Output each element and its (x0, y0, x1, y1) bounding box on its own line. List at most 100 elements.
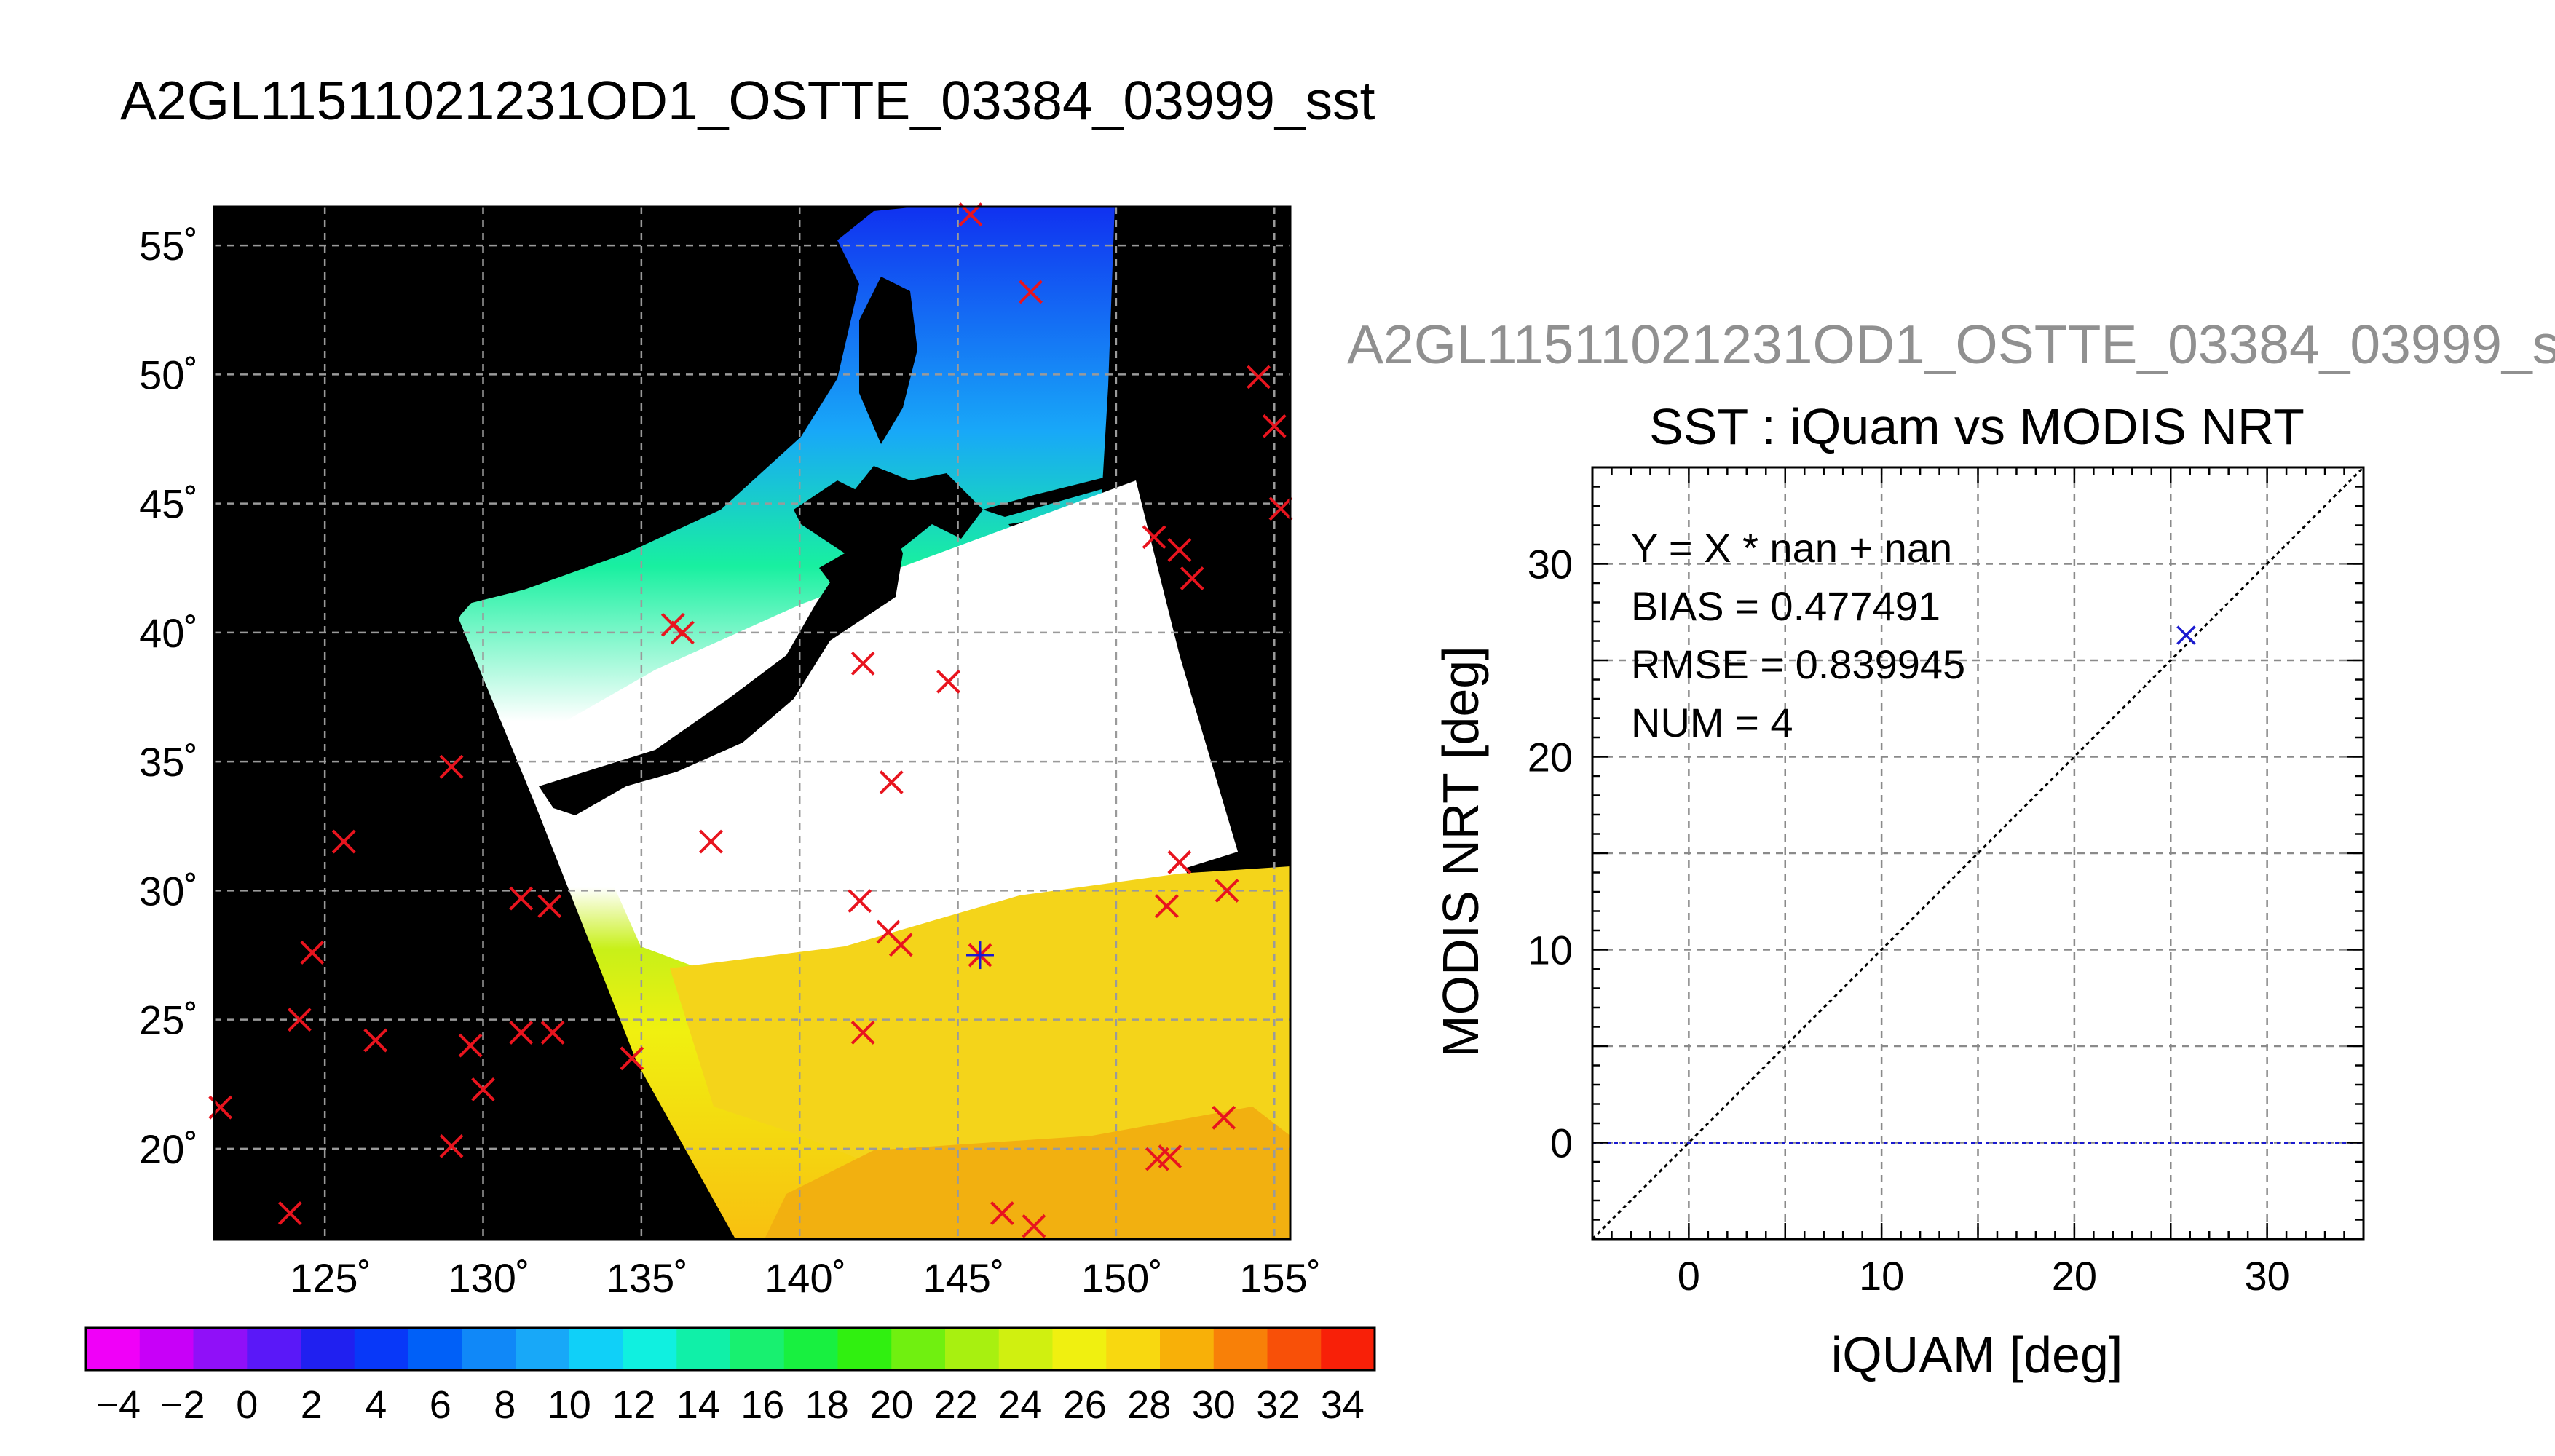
scatter-title: SST : iQuam vs MODIS NRT (1649, 398, 2305, 455)
map-marker-stroke (537, 894, 562, 919)
colorbar-cell (998, 1328, 1054, 1370)
colorbar-tick-label: 8 (494, 1383, 516, 1427)
map-marker-stroke (1262, 414, 1287, 438)
map-marker-stroke (509, 886, 534, 911)
map-marker (888, 933, 913, 957)
land-hokkaido (845, 466, 983, 553)
map-marker-stroke (287, 1008, 312, 1032)
map-marker-stroke (331, 829, 356, 854)
map-marker-stroke (699, 829, 723, 854)
scatter-point (2176, 625, 2196, 645)
map-marker-stroke (879, 770, 904, 794)
map-lon-tick-label: 145˚ (923, 1255, 1005, 1301)
map-marker (363, 1028, 388, 1053)
map-marker-stroke (848, 889, 872, 914)
y-tick-label: 10 (1528, 927, 1573, 973)
map-lat-tick-label: 40˚ (139, 610, 198, 656)
colorbar-cell (783, 1328, 839, 1370)
map-marker-stroke (471, 1077, 495, 1101)
map-marker (850, 1020, 875, 1045)
map-marker-stroke (990, 1201, 1014, 1225)
colorbar-cell (516, 1328, 570, 1370)
map-lon-tick-label: 130˚ (448, 1255, 529, 1301)
scatter-tick-labels: 0 10 20 30 0 10 20 30 (1528, 542, 2290, 1299)
colorbar-tick-label: 24 (998, 1383, 1042, 1427)
x-tick-label: 10 (1859, 1253, 1904, 1299)
map-marker (287, 1008, 312, 1032)
y-axis-label: MODIS NRT [deg] (1432, 646, 1489, 1057)
map-marker-stroke (1268, 496, 1293, 521)
colorbar-cell (730, 1328, 785, 1370)
map-marker-stroke (1180, 566, 1204, 590)
scatter-ticks (1591, 466, 2365, 1241)
scatter-grid (1592, 467, 2364, 1239)
map-lat-tick-label: 30˚ (139, 868, 198, 914)
map-marker (936, 669, 960, 694)
colorbar-cell (354, 1328, 409, 1370)
map-marker-stroke (540, 1020, 565, 1045)
map-marker-stroke (1022, 1214, 1046, 1238)
map-lat-labels: 20˚ 25˚ 30˚ 35˚ 40˚ 45˚ 50˚ 55˚ (139, 223, 198, 1172)
map-marker (439, 754, 464, 779)
land-kuril (983, 473, 1121, 517)
map-marker (1019, 280, 1043, 304)
map-marker-stroke (300, 941, 325, 965)
scatter-plot: SST : iQuam vs MODIS NRT 0 10 20 300102030 … (1432, 398, 2365, 1383)
map-marker (331, 829, 356, 854)
y-tick-label: 20 (1528, 735, 1573, 780)
x-axis-label: iQUAM [deg] (1831, 1326, 2123, 1383)
x-tick-label: 20 (2052, 1253, 2097, 1299)
x-tick-label: 30 (2244, 1253, 2289, 1299)
map-marker (277, 1201, 302, 1225)
map-marker (1167, 538, 1192, 562)
map-lat-tick-label: 45˚ (139, 481, 198, 527)
colorbar-cell (86, 1328, 141, 1370)
rmse-text: RMSE = 0.839945 (1631, 641, 1965, 687)
scatter-reference-lines (1591, 466, 2365, 1241)
land-asia (214, 207, 859, 866)
colorbar-cell (462, 1328, 516, 1370)
no-data-region (553, 480, 1238, 968)
map-marker-stroke (1167, 538, 1192, 562)
map-marker (670, 620, 695, 645)
map-lon-tick-label: 125˚ (290, 1255, 371, 1301)
map-marker (1212, 1105, 1236, 1130)
map-marker-stroke (439, 754, 464, 779)
colorbar-tick-label: 34 (1321, 1383, 1365, 1427)
map-marker (1022, 1214, 1046, 1238)
colorbar-cell (1106, 1328, 1161, 1370)
map-marker (471, 1077, 495, 1101)
map-marker (458, 1033, 483, 1058)
scatter-file-title: A2GL11511021231OD1_OSTTE_03384_03999_s (1347, 314, 2555, 375)
map-marker-stroke (1158, 1144, 1182, 1168)
map-marker-stroke (1247, 365, 1271, 389)
colorbar-tick-label: 26 (1063, 1383, 1107, 1427)
regression-text: Y = X * nan + nan (1631, 525, 1952, 571)
map-marker-stroke (1167, 850, 1192, 874)
map-marker (1268, 496, 1293, 521)
map-lat-tick-label: 55˚ (139, 223, 198, 269)
colorbar-cell (569, 1328, 624, 1370)
map-lat-tick-label: 20˚ (139, 1126, 198, 1172)
map-marker-stroke (1142, 525, 1166, 550)
map-marker (1158, 1144, 1182, 1168)
colorbar-tick-label: −4 (95, 1383, 141, 1427)
colorbar-cell (1052, 1328, 1107, 1370)
map-marker (1167, 850, 1192, 874)
map-marker-stroke (850, 652, 875, 676)
map-marker (439, 1133, 464, 1158)
colorbar-cell (1213, 1328, 1268, 1370)
scatter-point-stroke (2176, 625, 2196, 645)
colorbar: −4 −2 0 2 4 6 8 10 12 14 16 18 20 22 24 26 28 30 32 34 (84, 1326, 1376, 1427)
map-marker-stroke (277, 1201, 302, 1225)
colorbar-cell (945, 1328, 1000, 1370)
map-marker-stroke (458, 1033, 483, 1058)
land-sakhalin (859, 277, 917, 444)
colorbar-cell (623, 1328, 678, 1370)
map-marker (509, 886, 534, 911)
map-marker-stroke (620, 1046, 644, 1071)
colorbar-tick-label: 20 (869, 1383, 913, 1427)
colorbar-tick-label: 14 (676, 1383, 720, 1427)
colorbar-tick-label: 12 (612, 1383, 655, 1427)
colorbar-tick-label: 16 (741, 1383, 784, 1427)
